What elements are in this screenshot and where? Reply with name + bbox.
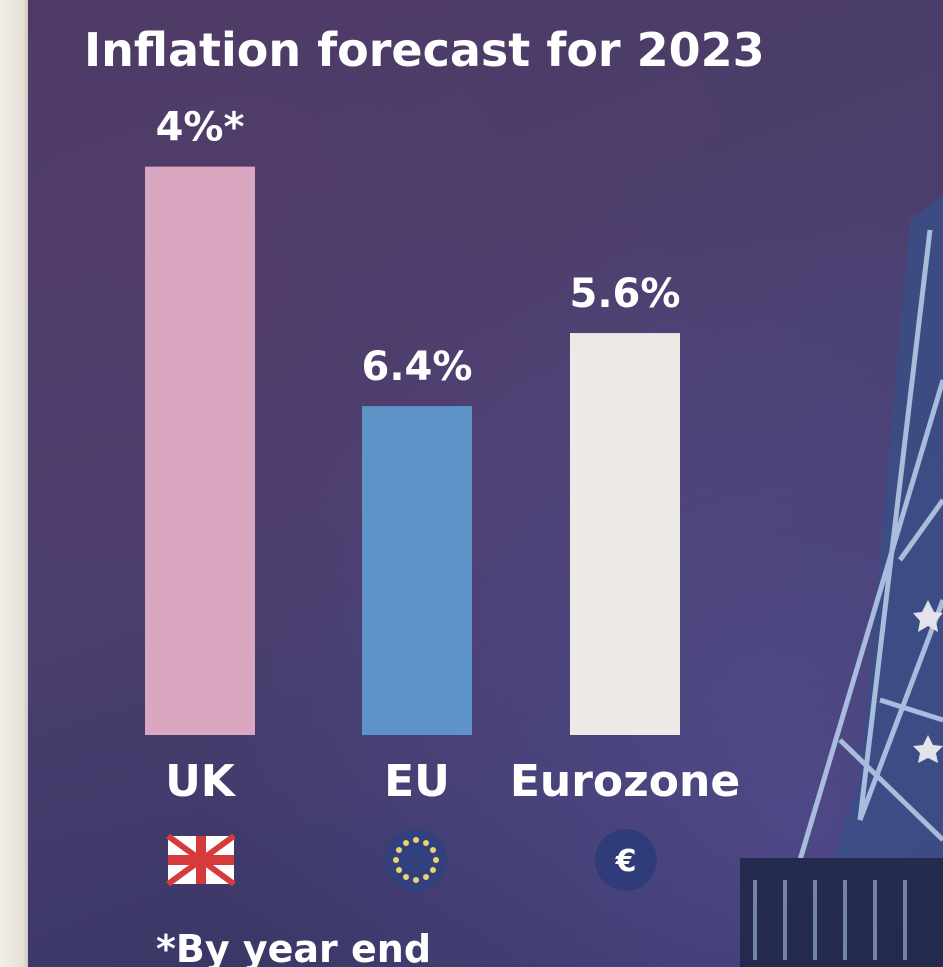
category-label-uk: UK [165,756,237,807]
category-labels-group: UK EU Eurozone [165,756,740,807]
data-labels-group: 4%* 6.4% 5.6% [156,105,681,391]
euro-coin-icon: € [595,829,657,891]
data-label-eurozone: 5.6% [570,271,681,317]
bar-eurozone [570,333,680,735]
data-label-eu: 6.4% [362,344,473,390]
euro-symbol: € [615,844,637,879]
footnote: *By year end [156,927,431,967]
category-label-eu: EU [384,756,450,807]
bar-eu [362,406,472,735]
data-label-uk: 4%* [156,105,245,151]
paper-margin [0,0,28,967]
bars-group [145,166,680,736]
chart-title: Inflation forecast for 2023 [84,23,765,77]
bar-uk [145,166,255,736]
category-label-eurozone: Eurozone [510,756,740,807]
uk-flag-icon [166,833,236,887]
tower-illustration [740,195,943,967]
eu-flag-icon [385,829,447,891]
